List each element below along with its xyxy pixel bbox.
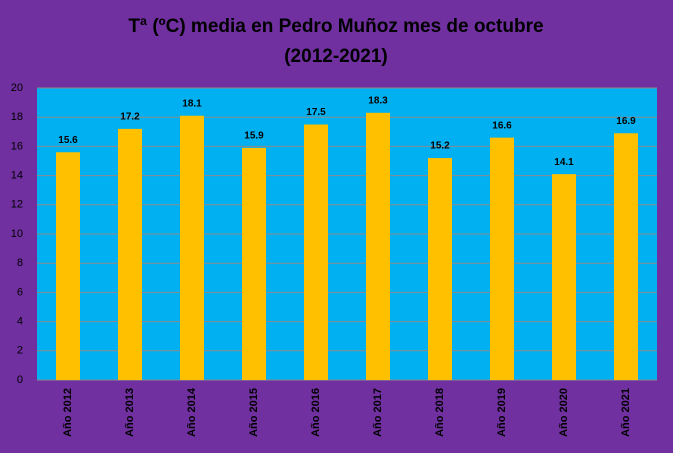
x-tick-label: Año 2014 bbox=[186, 387, 198, 437]
bar bbox=[56, 152, 80, 380]
bar bbox=[428, 158, 452, 380]
x-tick-label: Año 2016 bbox=[310, 388, 322, 437]
y-tick-label: 4 bbox=[17, 316, 23, 328]
x-tick-label: Año 2018 bbox=[434, 388, 446, 437]
bar bbox=[242, 147, 266, 380]
bar bbox=[552, 174, 576, 380]
x-tick-label: Año 2019 bbox=[496, 388, 508, 437]
y-tick-label: 14 bbox=[11, 170, 23, 182]
value-label: 18.3 bbox=[368, 95, 388, 106]
bar bbox=[366, 112, 390, 380]
x-tick-label: Año 2012 bbox=[62, 388, 74, 437]
bar bbox=[118, 128, 142, 380]
y-tick-label: 20 bbox=[11, 82, 23, 94]
value-label: 17.2 bbox=[120, 112, 140, 123]
x-tick-label: Año 2013 bbox=[124, 388, 136, 437]
chart-title: Tª (ºC) media en Pedro Muñoz mes de octu… bbox=[128, 16, 543, 37]
y-tick-label: 8 bbox=[17, 257, 23, 269]
value-label: 15.2 bbox=[430, 141, 450, 152]
y-tick-label: 16 bbox=[11, 140, 23, 152]
value-label: 15.6 bbox=[58, 135, 78, 146]
bar bbox=[490, 137, 514, 380]
y-tick-label: 10 bbox=[11, 228, 23, 240]
bar bbox=[614, 133, 638, 380]
y-tick-label: 18 bbox=[11, 111, 23, 123]
x-tick-label: Año 2015 bbox=[248, 388, 260, 437]
chart-subtitle: (2012-2021) bbox=[284, 46, 388, 67]
value-label: 16.9 bbox=[616, 116, 636, 127]
value-label: 14.1 bbox=[554, 157, 574, 168]
y-tick-label: 0 bbox=[17, 374, 23, 386]
bar bbox=[304, 124, 328, 380]
y-tick-label: 12 bbox=[11, 199, 23, 211]
y-tick-label: 6 bbox=[17, 286, 23, 298]
value-label: 15.9 bbox=[244, 131, 264, 142]
value-label: 18.1 bbox=[182, 98, 202, 109]
y-tick-label: 2 bbox=[17, 345, 23, 357]
x-tick-label: Año 2020 bbox=[558, 388, 570, 437]
value-label: 17.5 bbox=[306, 107, 326, 118]
x-tick-label: Año 2017 bbox=[372, 388, 384, 437]
x-tick-label: Año 2021 bbox=[620, 388, 632, 437]
bar bbox=[180, 115, 204, 381]
value-label: 16.6 bbox=[492, 120, 512, 131]
